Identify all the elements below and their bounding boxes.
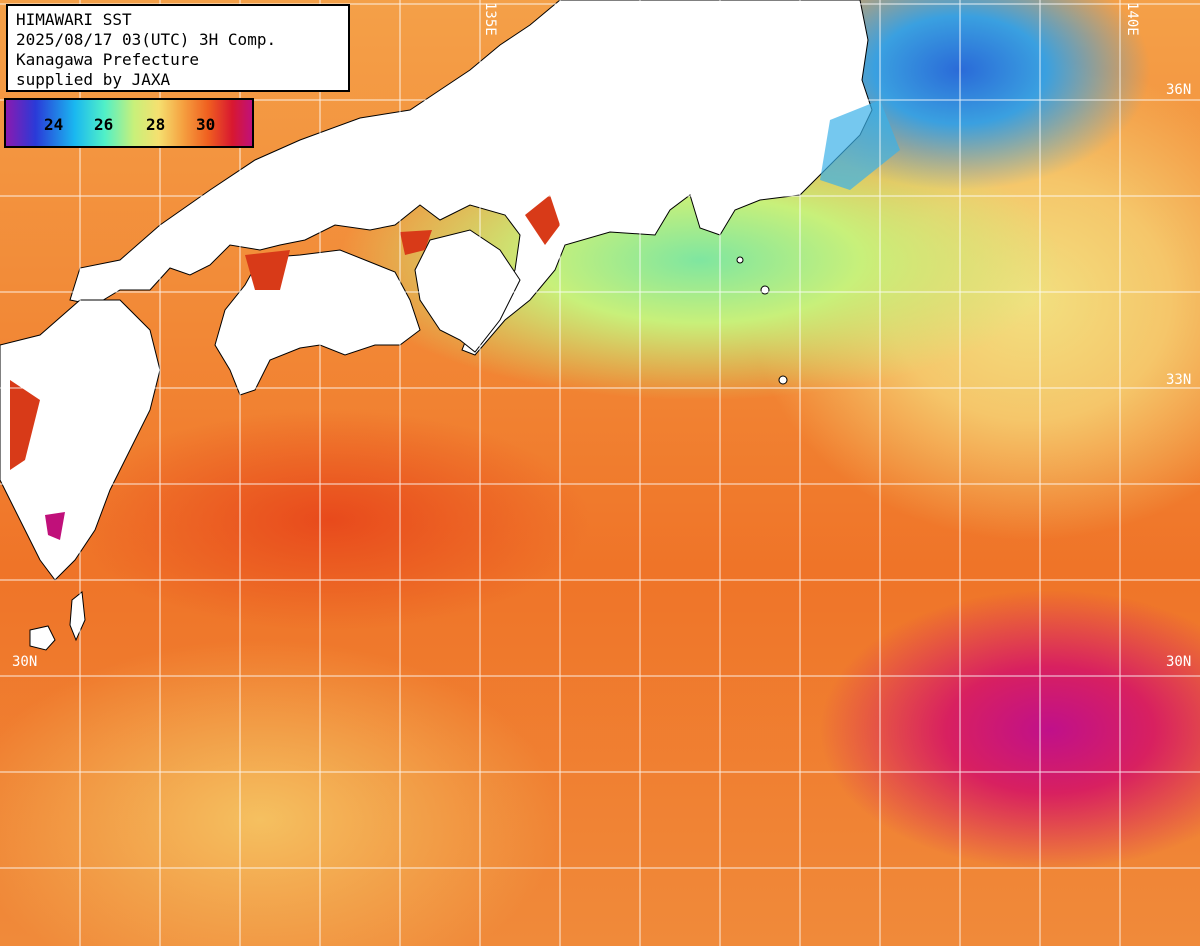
- lon-label-135e: 135E: [482, 2, 498, 36]
- land-island-south: [29, 625, 56, 651]
- bay-warm-2: [400, 230, 432, 255]
- bay-warm-4: [10, 380, 40, 470]
- info-box: HIMAWARI SST 2025/08/17 03(UTC) 3H Comp.…: [6, 4, 350, 92]
- temperature-legend: 24 26 28 30: [4, 98, 254, 148]
- lat-label-33n: 33N: [1166, 372, 1192, 388]
- lat-label-36n: 36N: [1166, 82, 1192, 98]
- land-izu-island-2: [778, 375, 788, 385]
- legend-tick-30: 30: [196, 115, 216, 134]
- lat-label-30n-right: 30N: [1166, 654, 1192, 670]
- info-title: HIMAWARI SST: [16, 10, 132, 29]
- info-prefecture: Kanagawa Prefecture: [16, 50, 200, 69]
- land-izu-island-3: [736, 256, 744, 264]
- legend-tick-24: 24: [44, 115, 64, 134]
- legend-tick-26: 26: [94, 115, 114, 134]
- land-kii: [414, 229, 521, 353]
- land-honshu: [69, 0, 873, 356]
- bay-warm-1: [525, 195, 560, 245]
- info-supplier: supplied by JAXA: [16, 70, 171, 89]
- bay-hot-1: [45, 512, 65, 540]
- legend-tick-28: 28: [146, 115, 166, 134]
- bay-warm-3: [245, 250, 290, 290]
- lon-label-140e: 140E: [1124, 2, 1140, 36]
- lat-label-30n-left: 30N: [12, 654, 38, 670]
- info-date: 2025/08/17 03(UTC) 3H Comp.: [16, 30, 277, 49]
